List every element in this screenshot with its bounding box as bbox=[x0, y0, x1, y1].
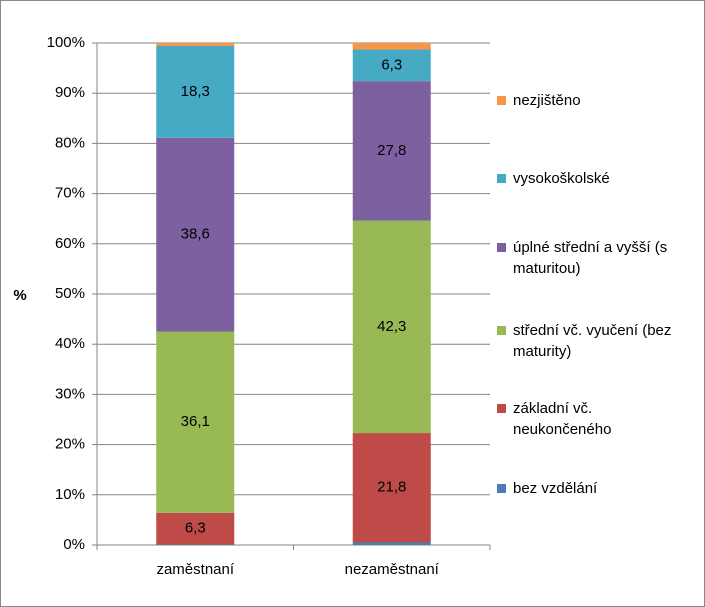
bar-segment bbox=[352, 81, 431, 221]
legend-swatch bbox=[497, 404, 506, 413]
bar-segment bbox=[352, 49, 431, 82]
legend-swatch bbox=[497, 96, 506, 105]
bar-segment bbox=[156, 512, 235, 545]
x-tick-label: zaměstnaní bbox=[156, 561, 234, 578]
legend-swatch bbox=[497, 326, 506, 335]
bar-segment bbox=[156, 544, 235, 545]
bar-segment bbox=[352, 43, 431, 50]
legend-item: úplné střední a vyšší (s maturitou) bbox=[497, 237, 673, 279]
y-tick-label: 40% bbox=[55, 335, 85, 352]
legend-label: nezjištěno bbox=[513, 92, 581, 109]
legend-item: bez vzdělání bbox=[497, 478, 673, 499]
data-label: 42,3 bbox=[377, 318, 406, 335]
y-tick-label: 30% bbox=[55, 385, 85, 402]
y-axis-label: % bbox=[13, 287, 26, 304]
bar-segment bbox=[352, 542, 431, 545]
legend-label: střední vč. vyučení (bez maturity) bbox=[513, 322, 672, 360]
legend-label: vysokoškolské bbox=[513, 170, 610, 187]
legend-item: nezjištěno bbox=[497, 90, 673, 111]
y-tick-label: 0% bbox=[63, 536, 85, 553]
legend-label: základní vč. neukončeného bbox=[513, 400, 612, 438]
data-label: 6,3 bbox=[185, 520, 206, 537]
y-tick-label: 50% bbox=[55, 285, 85, 302]
y-tick-label: 80% bbox=[55, 134, 85, 151]
data-label: 27,8 bbox=[377, 142, 406, 159]
legend-label: bez vzdělání bbox=[513, 480, 598, 497]
y-tick-label: 10% bbox=[55, 486, 85, 503]
legend-swatch bbox=[497, 243, 506, 252]
legend-swatch bbox=[497, 484, 506, 493]
y-tick-label: 60% bbox=[55, 235, 85, 252]
bar-segment bbox=[156, 46, 235, 138]
y-tick-label: 100% bbox=[47, 34, 85, 51]
x-tick-label: nezaměstnaní bbox=[345, 561, 440, 578]
legend-item: vysokoškolské bbox=[497, 168, 673, 189]
bar-segment bbox=[352, 433, 431, 543]
legend-swatch bbox=[497, 174, 506, 183]
legend-label: úplné střední a vyšší (s maturitou) bbox=[513, 239, 668, 277]
y-tick-label: 20% bbox=[55, 436, 85, 453]
data-label: 21,8 bbox=[377, 479, 406, 496]
bar-segment bbox=[156, 43, 235, 47]
data-label: 18,3 bbox=[181, 83, 210, 100]
legend-item: základní vč. neukončeného bbox=[497, 398, 673, 440]
legend-item: střední vč. vyučení (bez maturity) bbox=[497, 320, 673, 362]
data-label: 6,3 bbox=[381, 56, 402, 73]
y-tick-label: 70% bbox=[55, 185, 85, 202]
bar-segment bbox=[352, 220, 431, 434]
data-label: 36,1 bbox=[181, 413, 210, 430]
bar-segment bbox=[156, 331, 235, 513]
bar-segment bbox=[156, 137, 235, 332]
y-tick-label: 90% bbox=[55, 84, 85, 101]
data-label: 38,6 bbox=[181, 226, 210, 243]
